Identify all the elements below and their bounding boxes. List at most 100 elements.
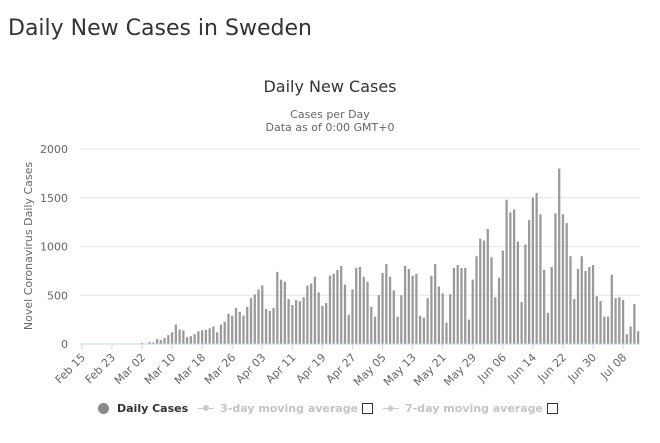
bar[interactable] xyxy=(351,289,354,344)
bar[interactable] xyxy=(449,294,452,344)
bar[interactable] xyxy=(535,192,538,345)
bar[interactable] xyxy=(261,285,264,345)
bar[interactable] xyxy=(178,329,181,345)
bar[interactable] xyxy=(400,295,403,344)
bar[interactable] xyxy=(257,289,260,344)
bar[interactable] xyxy=(234,307,238,344)
bar[interactable] xyxy=(621,300,625,345)
bar[interactable] xyxy=(242,315,245,344)
bar[interactable] xyxy=(272,307,275,344)
bar[interactable] xyxy=(497,277,501,344)
bar[interactable] xyxy=(426,298,429,344)
bar[interactable] xyxy=(321,305,324,344)
bar[interactable] xyxy=(603,316,606,344)
bar[interactable] xyxy=(434,264,437,344)
bar[interactable] xyxy=(445,322,448,344)
bar[interactable] xyxy=(294,300,298,345)
bar[interactable] xyxy=(208,328,211,344)
bar[interactable] xyxy=(189,336,192,344)
bar[interactable] xyxy=(340,266,343,344)
bar[interactable] xyxy=(614,298,617,344)
bar[interactable] xyxy=(403,266,407,344)
bar[interactable] xyxy=(253,294,256,344)
bar[interactable] xyxy=(494,297,497,344)
bar[interactable] xyxy=(411,275,414,344)
bar[interactable] xyxy=(148,342,151,344)
bar[interactable] xyxy=(227,313,230,344)
bar[interactable] xyxy=(298,301,301,344)
bar[interactable] xyxy=(633,304,636,344)
bar[interactable] xyxy=(606,316,610,344)
bar[interactable] xyxy=(219,324,223,345)
bar[interactable] xyxy=(599,301,602,344)
bar[interactable] xyxy=(343,284,347,344)
bar[interactable] xyxy=(216,332,219,344)
bar[interactable] xyxy=(355,267,358,344)
bar[interactable] xyxy=(223,321,226,344)
bar[interactable] xyxy=(373,316,377,344)
bar[interactable] xyxy=(516,241,519,345)
bar[interactable] xyxy=(201,330,204,344)
bar[interactable] xyxy=(584,270,587,345)
bar[interactable] xyxy=(573,299,576,344)
bar[interactable] xyxy=(306,285,309,345)
bar[interactable] xyxy=(569,256,572,344)
bar[interactable] xyxy=(381,272,384,344)
bar[interactable] xyxy=(415,273,418,344)
bar[interactable] xyxy=(524,244,527,344)
bar[interactable] xyxy=(366,281,369,344)
bar[interactable] xyxy=(302,297,305,344)
bar[interactable] xyxy=(441,293,444,344)
bar[interactable] xyxy=(407,268,410,344)
bar[interactable] xyxy=(182,330,185,344)
bar[interactable] xyxy=(486,228,489,344)
bar[interactable] xyxy=(471,279,474,344)
bar[interactable] xyxy=(174,324,177,345)
bar[interactable] xyxy=(482,240,486,344)
bar[interactable] xyxy=(159,340,162,344)
legend-item-daily-cases[interactable]: Daily Cases xyxy=(98,402,188,415)
bar[interactable] xyxy=(588,266,591,344)
bar[interactable] xyxy=(512,209,516,344)
bar[interactable] xyxy=(204,329,208,344)
bar[interactable] xyxy=(467,319,471,345)
bar[interactable] xyxy=(528,220,531,344)
bar[interactable] xyxy=(291,305,294,344)
bar[interactable] xyxy=(554,213,557,344)
bar[interactable] xyxy=(358,266,362,344)
bar[interactable] xyxy=(625,334,628,344)
bar[interactable] xyxy=(185,337,189,344)
bar[interactable] xyxy=(636,331,640,344)
legend-item-7-day-average[interactable]: 7-day moving average xyxy=(383,402,558,415)
bar[interactable] xyxy=(505,199,508,344)
legend-item-3-day-average[interactable]: 3-day moving average xyxy=(198,402,374,415)
bar[interactable] xyxy=(618,297,621,344)
checkbox-7-day-average[interactable] xyxy=(547,402,558,414)
bar[interactable] xyxy=(287,299,290,344)
bar[interactable] xyxy=(152,342,155,344)
bar[interactable] xyxy=(452,267,456,344)
bar[interactable] xyxy=(193,334,196,344)
bar[interactable] xyxy=(501,250,504,344)
bar[interactable] xyxy=(576,268,580,344)
bar[interactable] xyxy=(550,266,553,344)
bar[interactable] xyxy=(231,315,234,344)
bar[interactable] xyxy=(591,265,595,344)
bar[interactable] xyxy=(328,275,332,344)
bar[interactable] xyxy=(419,315,422,344)
bar[interactable] xyxy=(396,316,399,344)
bar[interactable] xyxy=(212,326,215,344)
bar[interactable] xyxy=(520,302,523,344)
bar[interactable] xyxy=(543,269,546,344)
bar[interactable] xyxy=(509,212,512,345)
bar[interactable] xyxy=(456,265,459,344)
bar[interactable] xyxy=(580,256,583,344)
bar[interactable] xyxy=(460,267,463,344)
bar[interactable] xyxy=(246,306,249,344)
bar[interactable] xyxy=(170,332,174,344)
bar[interactable] xyxy=(479,238,482,344)
bar[interactable] xyxy=(336,269,339,344)
bar[interactable] xyxy=(317,292,320,344)
bar[interactable] xyxy=(490,257,493,344)
bar[interactable] xyxy=(264,308,268,344)
